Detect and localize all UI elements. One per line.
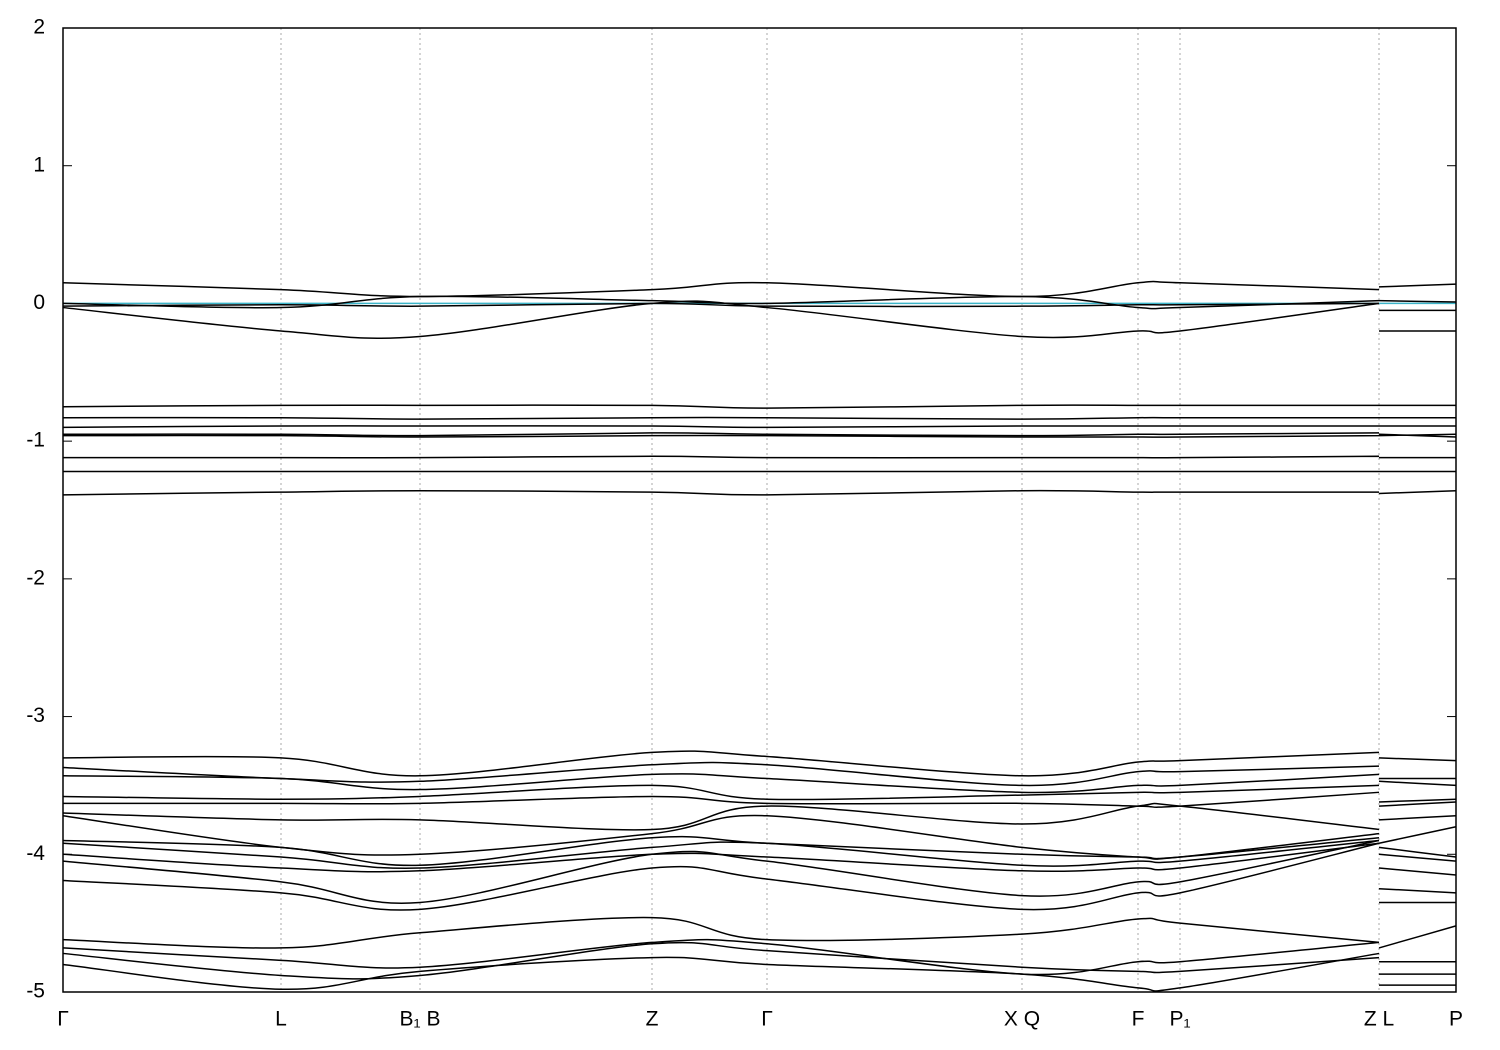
band-line	[62, 814, 1457, 860]
band-line	[62, 299, 1457, 308]
band-line	[62, 839, 1456, 904]
x-tick-label: Γ	[761, 1008, 773, 1031]
band-line	[62, 425, 1456, 429]
band-line	[62, 839, 1457, 870]
band-line	[62, 433, 1457, 438]
x-tick-label: F	[1132, 1008, 1145, 1031]
band-line	[62, 784, 1457, 803]
band-line	[62, 952, 1456, 992]
x-tick-label: P	[1449, 1008, 1463, 1031]
y-tick-label: -5	[26, 980, 45, 1003]
x-tick-label: L	[275, 1008, 287, 1031]
y-tick-label: -4	[26, 842, 45, 865]
band-line	[62, 938, 1456, 976]
x-tick-label: Z L	[1364, 1008, 1394, 1031]
band-line	[62, 280, 1457, 298]
y-tick-label: 0	[33, 291, 45, 314]
band-line	[63, 791, 1457, 808]
band-line	[62, 773, 1457, 794]
y-tick-label: -3	[26, 704, 45, 727]
y-tick-label: -2	[26, 566, 45, 589]
x-tick-label: B₁ B	[400, 1008, 441, 1031]
x-tick-label: Z	[646, 1008, 659, 1031]
band-line	[62, 416, 1456, 420]
band-line	[62, 802, 1457, 831]
y-tick-label: 2	[33, 16, 45, 39]
x-tick-label: X Q	[1004, 1008, 1040, 1031]
band-line	[62, 300, 1456, 339]
band-line	[62, 404, 1456, 409]
y-tick-label: -1	[26, 429, 45, 452]
band-line	[62, 842, 1457, 876]
band-line	[62, 941, 1456, 980]
band-line	[62, 489, 1457, 496]
x-tick-label: P₁	[1169, 1008, 1190, 1031]
x-tick-label: Γ	[57, 1008, 69, 1031]
band-line	[62, 295, 1456, 312]
band-line	[62, 916, 1457, 949]
band-line	[62, 842, 1457, 911]
band-line	[62, 750, 1457, 777]
plot-frame	[62, 27, 1457, 993]
band-line	[63, 455, 1456, 459]
band-line	[62, 761, 1456, 787]
y-tick-label: 1	[33, 153, 45, 176]
band-line	[62, 835, 1457, 867]
